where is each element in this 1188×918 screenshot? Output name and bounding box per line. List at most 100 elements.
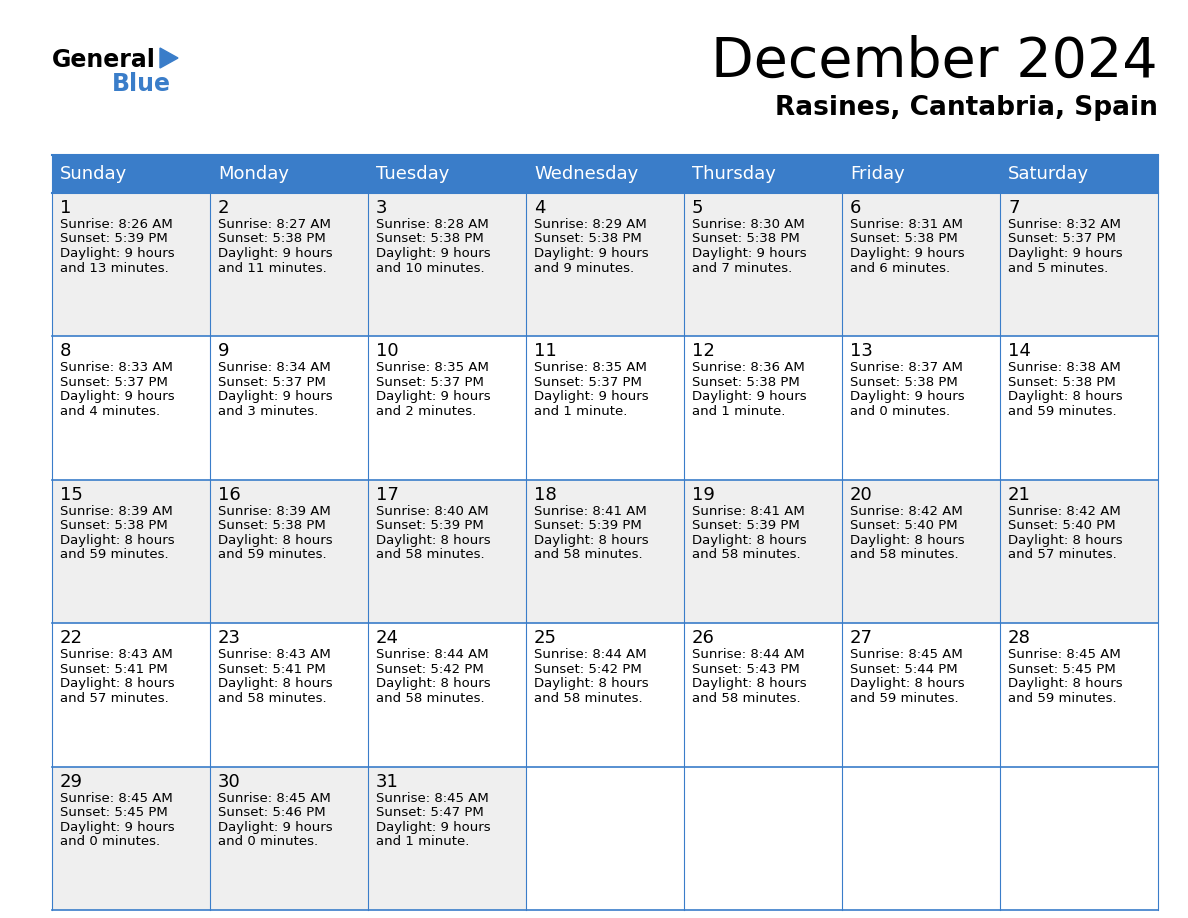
Text: Sunrise: 8:45 AM: Sunrise: 8:45 AM: [375, 791, 488, 804]
Text: Sunset: 5:39 PM: Sunset: 5:39 PM: [61, 232, 168, 245]
Text: Sunset: 5:38 PM: Sunset: 5:38 PM: [849, 232, 958, 245]
Text: and 59 minutes.: and 59 minutes.: [61, 548, 169, 561]
Text: Sunset: 5:38 PM: Sunset: 5:38 PM: [691, 232, 800, 245]
Bar: [842, 155, 1000, 193]
Text: and 58 minutes.: and 58 minutes.: [219, 691, 327, 705]
Text: Sunset: 5:38 PM: Sunset: 5:38 PM: [219, 520, 326, 532]
Text: and 0 minutes.: and 0 minutes.: [849, 405, 950, 418]
Text: and 58 minutes.: and 58 minutes.: [375, 548, 485, 561]
Text: Sunday: Sunday: [61, 165, 127, 183]
Text: Daylight: 9 hours: Daylight: 9 hours: [219, 390, 333, 403]
Text: Sunrise: 8:27 AM: Sunrise: 8:27 AM: [219, 218, 331, 231]
Text: Sunrise: 8:37 AM: Sunrise: 8:37 AM: [849, 362, 963, 375]
Text: Sunset: 5:42 PM: Sunset: 5:42 PM: [375, 663, 484, 676]
Text: Daylight: 9 hours: Daylight: 9 hours: [375, 821, 491, 834]
Text: 25: 25: [533, 629, 557, 647]
Text: and 58 minutes.: and 58 minutes.: [691, 691, 801, 705]
Text: Sunset: 5:38 PM: Sunset: 5:38 PM: [1007, 375, 1116, 389]
Text: Sunset: 5:37 PM: Sunset: 5:37 PM: [375, 375, 484, 389]
Bar: [368, 336, 526, 480]
Text: Daylight: 8 hours: Daylight: 8 hours: [691, 677, 807, 690]
Text: 5: 5: [691, 199, 703, 217]
Text: and 57 minutes.: and 57 minutes.: [1007, 548, 1117, 561]
Text: and 58 minutes.: and 58 minutes.: [533, 691, 643, 705]
Bar: [842, 193, 1000, 336]
Bar: [684, 767, 842, 910]
Text: and 11 minutes.: and 11 minutes.: [219, 262, 327, 274]
Text: 21: 21: [1007, 486, 1031, 504]
Text: and 6 minutes.: and 6 minutes.: [849, 262, 950, 274]
Text: Sunset: 5:38 PM: Sunset: 5:38 PM: [849, 375, 958, 389]
Text: and 1 minute.: and 1 minute.: [375, 835, 469, 848]
Text: Sunrise: 8:45 AM: Sunrise: 8:45 AM: [1007, 648, 1120, 661]
Text: and 58 minutes.: and 58 minutes.: [533, 548, 643, 561]
Text: 7: 7: [1007, 199, 1019, 217]
Text: Sunset: 5:41 PM: Sunset: 5:41 PM: [61, 663, 168, 676]
Text: Sunset: 5:39 PM: Sunset: 5:39 PM: [533, 520, 642, 532]
Text: Sunrise: 8:43 AM: Sunrise: 8:43 AM: [61, 648, 172, 661]
Text: Daylight: 8 hours: Daylight: 8 hours: [533, 533, 649, 547]
Bar: [52, 767, 210, 910]
Text: Sunrise: 8:35 AM: Sunrise: 8:35 AM: [533, 362, 647, 375]
Text: Sunrise: 8:45 AM: Sunrise: 8:45 AM: [219, 791, 330, 804]
Text: Sunset: 5:47 PM: Sunset: 5:47 PM: [375, 806, 484, 819]
Text: Sunrise: 8:40 AM: Sunrise: 8:40 AM: [375, 505, 488, 518]
Text: and 13 minutes.: and 13 minutes.: [61, 262, 169, 274]
Text: Daylight: 9 hours: Daylight: 9 hours: [691, 390, 807, 403]
Text: 10: 10: [375, 342, 399, 361]
Bar: [210, 336, 368, 480]
Text: Sunset: 5:37 PM: Sunset: 5:37 PM: [533, 375, 642, 389]
Text: Sunrise: 8:43 AM: Sunrise: 8:43 AM: [219, 648, 330, 661]
Text: 15: 15: [61, 486, 83, 504]
Bar: [368, 155, 526, 193]
Bar: [52, 623, 210, 767]
Bar: [684, 480, 842, 623]
Text: Daylight: 8 hours: Daylight: 8 hours: [1007, 677, 1123, 690]
Bar: [1000, 480, 1158, 623]
Text: Sunset: 5:42 PM: Sunset: 5:42 PM: [533, 663, 642, 676]
Text: 6: 6: [849, 199, 861, 217]
Text: Daylight: 8 hours: Daylight: 8 hours: [375, 677, 491, 690]
Text: and 0 minutes.: and 0 minutes.: [61, 835, 160, 848]
Text: Sunset: 5:45 PM: Sunset: 5:45 PM: [61, 806, 168, 819]
Text: Sunset: 5:38 PM: Sunset: 5:38 PM: [61, 520, 168, 532]
Bar: [52, 480, 210, 623]
Text: Sunset: 5:43 PM: Sunset: 5:43 PM: [691, 663, 800, 676]
Text: Daylight: 9 hours: Daylight: 9 hours: [61, 247, 175, 260]
Text: Daylight: 8 hours: Daylight: 8 hours: [61, 677, 175, 690]
Text: Daylight: 8 hours: Daylight: 8 hours: [219, 533, 333, 547]
Text: Saturday: Saturday: [1007, 165, 1089, 183]
Text: Daylight: 9 hours: Daylight: 9 hours: [219, 821, 333, 834]
Bar: [368, 480, 526, 623]
Bar: [52, 336, 210, 480]
Bar: [1000, 623, 1158, 767]
Bar: [1000, 155, 1158, 193]
Text: Daylight: 9 hours: Daylight: 9 hours: [375, 247, 491, 260]
Text: Daylight: 9 hours: Daylight: 9 hours: [849, 247, 965, 260]
Text: and 4 minutes.: and 4 minutes.: [61, 405, 160, 418]
Text: Sunrise: 8:32 AM: Sunrise: 8:32 AM: [1007, 218, 1120, 231]
Text: Daylight: 9 hours: Daylight: 9 hours: [61, 390, 175, 403]
Text: Daylight: 9 hours: Daylight: 9 hours: [61, 821, 175, 834]
Bar: [368, 193, 526, 336]
Text: 29: 29: [61, 773, 83, 790]
Text: and 59 minutes.: and 59 minutes.: [1007, 691, 1117, 705]
Bar: [210, 480, 368, 623]
Text: Daylight: 9 hours: Daylight: 9 hours: [219, 247, 333, 260]
Text: 1: 1: [61, 199, 71, 217]
Text: Sunrise: 8:44 AM: Sunrise: 8:44 AM: [533, 648, 646, 661]
Text: and 58 minutes.: and 58 minutes.: [375, 691, 485, 705]
Bar: [368, 623, 526, 767]
Text: Sunset: 5:39 PM: Sunset: 5:39 PM: [375, 520, 484, 532]
Bar: [526, 193, 684, 336]
Text: General: General: [52, 48, 156, 72]
Text: 27: 27: [849, 629, 873, 647]
Text: 19: 19: [691, 486, 715, 504]
Text: Daylight: 8 hours: Daylight: 8 hours: [849, 533, 965, 547]
Text: Sunrise: 8:29 AM: Sunrise: 8:29 AM: [533, 218, 646, 231]
Text: and 58 minutes.: and 58 minutes.: [691, 548, 801, 561]
Text: Monday: Monday: [219, 165, 289, 183]
Bar: [1000, 767, 1158, 910]
Text: Daylight: 9 hours: Daylight: 9 hours: [691, 247, 807, 260]
Text: Thursday: Thursday: [691, 165, 776, 183]
